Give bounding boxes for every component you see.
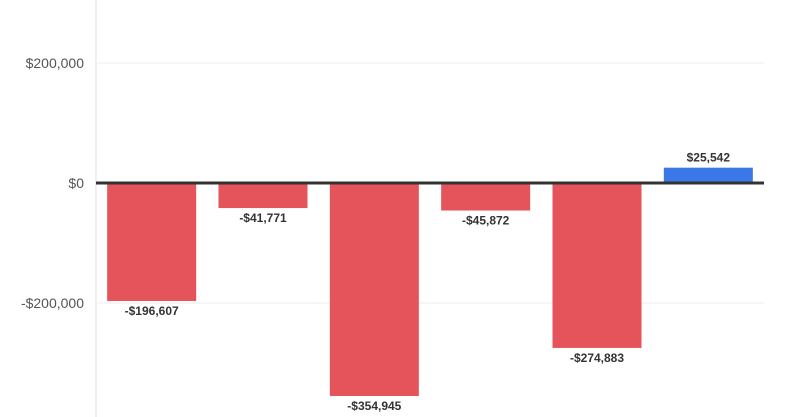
bar: [663, 167, 753, 183]
y-tick-label: $200,000: [26, 55, 85, 71]
bar-value-label: -$45,872: [462, 214, 510, 228]
y-tick-label: -$200,000: [21, 295, 84, 311]
bar: [218, 183, 308, 209]
bar: [441, 183, 531, 211]
y-tick-label: $0: [68, 175, 84, 191]
bar-value-label: -$274,883: [570, 351, 624, 365]
bar-value-label: $25,542: [687, 151, 731, 165]
bar-value-label: -$354,945: [347, 399, 401, 413]
bar: [329, 183, 419, 396]
bar-value-label: -$196,607: [125, 304, 179, 318]
bar: [552, 183, 642, 348]
bar-value-label: -$41,771: [239, 211, 287, 225]
bar: [107, 183, 197, 301]
